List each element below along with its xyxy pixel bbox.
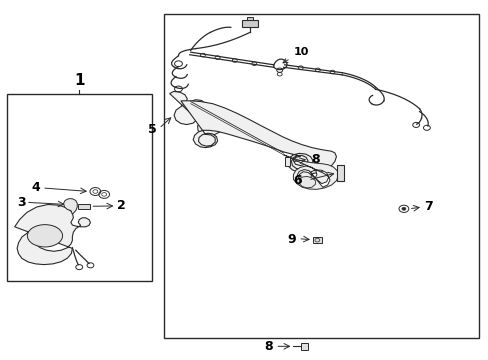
Text: 4: 4 — [31, 181, 40, 194]
Text: 8: 8 — [310, 153, 319, 166]
Ellipse shape — [27, 225, 62, 247]
Text: 7: 7 — [424, 201, 432, 213]
Bar — [246, 17, 252, 20]
Text: 10: 10 — [283, 47, 308, 63]
Text: 3: 3 — [17, 196, 26, 209]
Polygon shape — [169, 91, 223, 136]
Bar — [163, 14, 478, 338]
Text: 2: 2 — [117, 199, 126, 212]
Bar — [242, 20, 257, 27]
Polygon shape — [181, 101, 336, 174]
Text: 1: 1 — [74, 73, 84, 88]
Text: 5: 5 — [147, 123, 156, 136]
Text: 6: 6 — [293, 174, 302, 187]
Polygon shape — [299, 176, 315, 188]
Polygon shape — [63, 199, 77, 214]
Bar — [337, 165, 343, 181]
Polygon shape — [283, 155, 338, 189]
Bar — [312, 237, 321, 243]
Bar — [301, 343, 307, 350]
Circle shape — [401, 207, 405, 210]
Bar — [78, 204, 90, 209]
Polygon shape — [15, 204, 90, 265]
Text: 8: 8 — [264, 340, 272, 353]
Bar — [285, 157, 290, 166]
Text: 9: 9 — [286, 233, 295, 246]
Bar — [7, 94, 151, 281]
